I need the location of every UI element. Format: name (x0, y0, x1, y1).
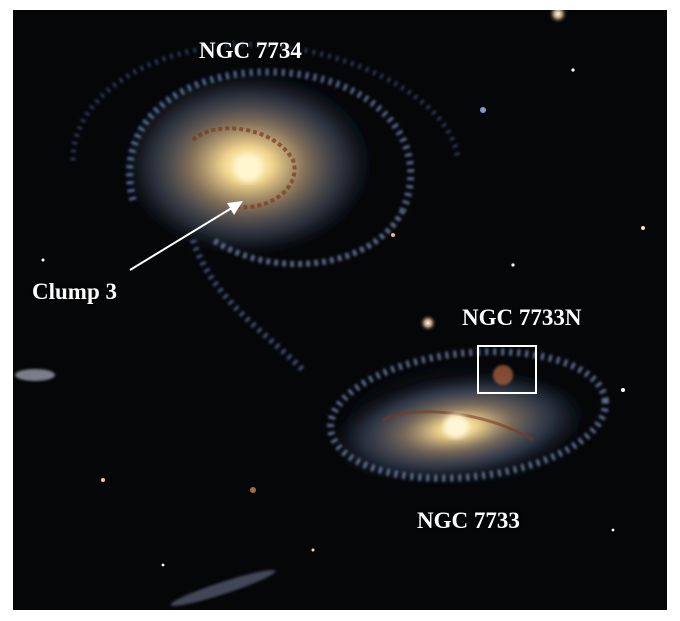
label-clump3: Clump 3 (32, 279, 117, 304)
label-ngc7734: NGC 7734 (199, 38, 302, 63)
galaxy-photo: NGC 7734 Clump 3 NGC 7733N NGC 7733 (13, 10, 667, 610)
label-ngc7733: NGC 7733 (417, 508, 520, 533)
clump3-arrow (129, 201, 243, 271)
galaxy-ngc7734 (70, 40, 461, 373)
field-stars (15, 10, 645, 606)
galaxy-ngc7733 (303, 345, 623, 505)
galaxy-scene (15, 10, 645, 606)
label-ngc7733n: NGC 7733N (462, 305, 582, 330)
ngc7733n-box (477, 345, 537, 394)
